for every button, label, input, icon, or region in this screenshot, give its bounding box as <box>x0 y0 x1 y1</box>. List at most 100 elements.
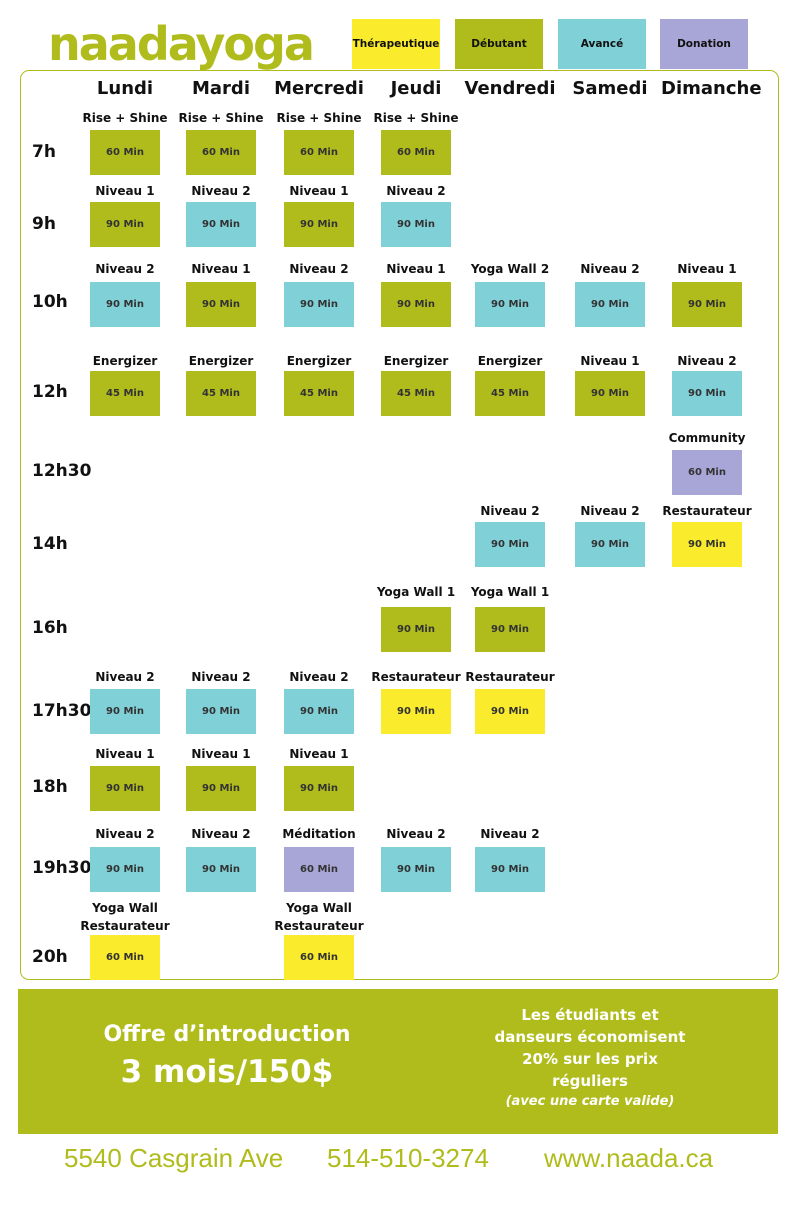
class-slot-advanced[interactable]: 90 Min <box>186 689 256 734</box>
day-header: Samedi <box>572 78 648 99</box>
class-name: Rise + Shine <box>82 111 168 125</box>
class-name: Niveau 1 <box>95 747 155 761</box>
promo-banner <box>18 989 778 1134</box>
class-slot-advanced[interactable]: 90 Min <box>575 282 645 327</box>
class-slot-beginner[interactable]: 45 Min <box>475 371 545 416</box>
class-name: Rise + Shine <box>373 111 459 125</box>
class-name: Energizer <box>92 354 158 368</box>
class-name: Niveau 2 <box>289 262 349 276</box>
student-discount: Les étudiants et danseurs économisent 20… <box>470 1004 710 1112</box>
class-slot-beginner[interactable]: 60 Min <box>186 130 256 175</box>
class-slot-advanced[interactable]: 90 Min <box>475 282 545 327</box>
class-name: Niveau 2 <box>191 827 251 841</box>
class-slot-advanced[interactable]: 90 Min <box>186 202 256 247</box>
class-name: Energizer <box>286 354 352 368</box>
offer-title: Offre d’introduction <box>103 1022 351 1047</box>
class-slot-therapeutic[interactable]: 90 Min <box>381 689 451 734</box>
class-name: Niveau 1 <box>95 184 155 198</box>
class-slot-advanced[interactable]: 90 Min <box>475 522 545 567</box>
class-slot-beginner[interactable]: 60 Min <box>90 130 160 175</box>
class-slot-therapeutic[interactable]: 60 Min <box>90 935 160 980</box>
class-slot-beginner[interactable]: 90 Min <box>575 371 645 416</box>
class-slot-beginner[interactable]: 90 Min <box>284 766 354 811</box>
class-slot-donation[interactable]: 60 Min <box>284 847 354 892</box>
class-name: Energizer <box>383 354 449 368</box>
student-discount-line: Les étudiants et <box>521 1006 659 1024</box>
class-name: Niveau 1 <box>677 262 737 276</box>
class-slot-therapeutic[interactable]: 90 Min <box>475 689 545 734</box>
class-slot-beginner[interactable]: 45 Min <box>90 371 160 416</box>
footer-website[interactable]: www.naada.ca <box>544 1143 714 1173</box>
class-slot-beginner[interactable]: 90 Min <box>381 282 451 327</box>
class-slot-advanced[interactable]: 90 Min <box>186 847 256 892</box>
time-label: 18h <box>32 777 68 797</box>
class-slot-advanced[interactable]: 90 Min <box>284 689 354 734</box>
class-name: Niveau 2 <box>95 670 155 684</box>
legend-advanced: Avancé <box>558 19 646 69</box>
class-name: Restaurateur <box>371 670 461 684</box>
class-name: Rise + Shine <box>276 111 362 125</box>
class-slot-beginner[interactable]: 45 Min <box>186 371 256 416</box>
class-slot-advanced[interactable]: 90 Min <box>672 371 742 416</box>
time-label: 19h30 <box>32 858 92 878</box>
day-header: Lundi <box>96 78 154 99</box>
class-name: Niveau 2 <box>386 827 446 841</box>
class-slot-beginner[interactable]: 60 Min <box>381 130 451 175</box>
class-name: Yoga Wall 2 <box>470 262 550 276</box>
time-label: 14h <box>32 534 68 554</box>
class-name: Niveau 2 <box>289 670 349 684</box>
class-slot-beginner[interactable]: 90 Min <box>672 282 742 327</box>
class-slot-advanced[interactable]: 90 Min <box>475 847 545 892</box>
class-name: Energizer <box>477 354 543 368</box>
class-slot-advanced[interactable]: 90 Min <box>575 522 645 567</box>
class-slot-advanced[interactable]: 90 Min <box>90 689 160 734</box>
class-name: Niveau 2 <box>580 262 640 276</box>
class-name: Niveau 1 <box>386 262 446 276</box>
class-slot-advanced[interactable]: 90 Min <box>381 202 451 247</box>
class-slot-beginner[interactable]: 60 Min <box>284 130 354 175</box>
class-name: Niveau 1 <box>289 184 349 198</box>
time-label: 16h <box>32 618 68 638</box>
class-slot-therapeutic[interactable]: 60 Min <box>284 935 354 980</box>
class-name-line2: Restaurateur <box>80 919 170 933</box>
class-name: Niveau 2 <box>677 354 737 368</box>
footer-address: 5540 Casgrain Ave <box>64 1143 284 1173</box>
class-slot-beginner[interactable]: 45 Min <box>381 371 451 416</box>
day-header: Mercredi <box>274 78 364 99</box>
class-slot-donation[interactable]: 60 Min <box>672 450 742 495</box>
student-discount-note: (avec une carte valide) <box>505 1094 675 1109</box>
class-slot-beginner[interactable]: 90 Min <box>186 282 256 327</box>
day-header: Mardi <box>192 78 250 99</box>
class-name: Niveau 1 <box>289 747 349 761</box>
class-name: Niveau 2 <box>480 504 540 518</box>
class-slot-beginner[interactable]: 90 Min <box>284 202 354 247</box>
class-slot-advanced[interactable]: 90 Min <box>90 282 160 327</box>
class-name: Restaurateur <box>465 670 555 684</box>
time-label: 20h <box>32 947 68 967</box>
class-slot-beginner[interactable]: 90 Min <box>381 607 451 652</box>
class-slot-beginner[interactable]: 45 Min <box>284 371 354 416</box>
class-slot-beginner[interactable]: 90 Min <box>90 202 160 247</box>
day-header: Jeudi <box>390 78 442 99</box>
class-name: Niveau 2 <box>386 184 446 198</box>
class-name: Niveau 1 <box>191 747 251 761</box>
class-slot-therapeutic[interactable]: 90 Min <box>672 522 742 567</box>
student-discount-line: 20% sur les prix <box>522 1050 658 1068</box>
class-slot-advanced[interactable]: 90 Min <box>284 282 354 327</box>
class-slot-beginner[interactable]: 90 Min <box>475 607 545 652</box>
schedule-frame <box>20 70 779 980</box>
class-name: Niveau 2 <box>191 670 251 684</box>
class-name: Méditation <box>282 827 356 841</box>
class-slot-beginner[interactable]: 90 Min <box>186 766 256 811</box>
class-slot-beginner[interactable]: 90 Min <box>90 766 160 811</box>
footer-phone[interactable]: 514-510-3274 <box>327 1143 489 1173</box>
class-slot-advanced[interactable]: 90 Min <box>381 847 451 892</box>
legend-therapeutic: Thérapeutique <box>352 19 440 69</box>
student-discount-line: réguliers <box>552 1072 628 1090</box>
time-label: 17h30 <box>32 701 92 721</box>
naadayoga-logo: naadayoga <box>48 17 315 71</box>
class-name: Yoga Wall 1 <box>470 585 550 599</box>
class-name: Niveau 2 <box>95 827 155 841</box>
class-name: Yoga Wall 1 <box>376 585 456 599</box>
class-slot-advanced[interactable]: 90 Min <box>90 847 160 892</box>
